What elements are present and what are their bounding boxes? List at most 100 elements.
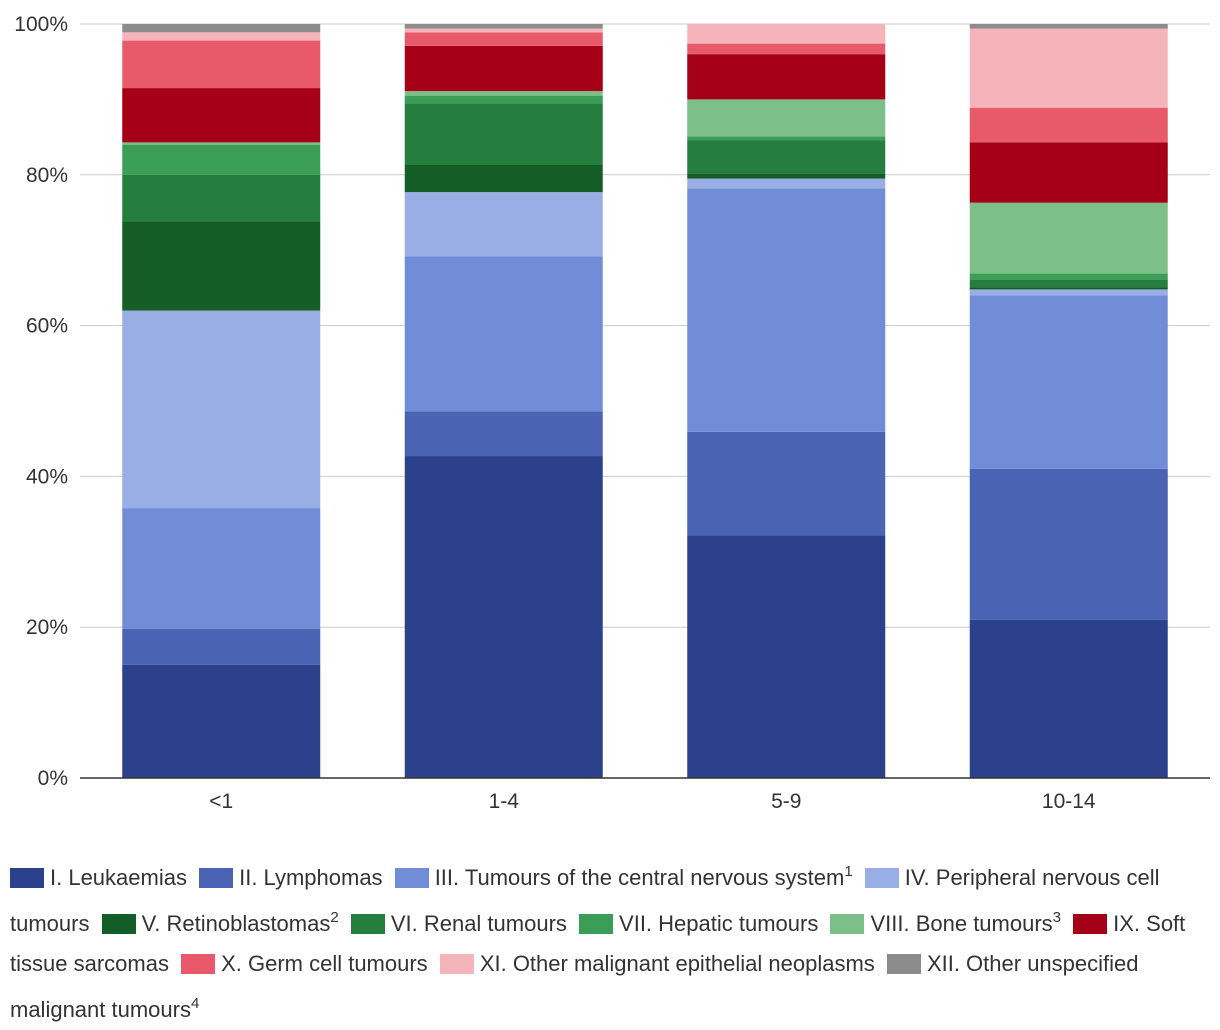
x-tick-label: 5-9 [771, 790, 801, 813]
bar-stack [122, 24, 321, 778]
legend-swatch [830, 914, 865, 934]
bar-segment [687, 535, 886, 778]
legend-swatch [1073, 914, 1108, 934]
y-axis-ticks: 0% 20% 40% 60% 80% 100% [14, 13, 68, 790]
legend-footnote-marker: 1 [844, 863, 853, 880]
legend-swatch [181, 954, 216, 974]
bar-segment [122, 40, 321, 89]
bar-segment [122, 310, 321, 509]
bar-segment [969, 295, 1168, 469]
bar-segment [404, 45, 603, 92]
legend-swatch [864, 868, 899, 888]
bar-segment [969, 619, 1168, 778]
legend-item: I. Leukaemias [10, 865, 187, 890]
bar-segment [969, 279, 1168, 288]
legend-item: III. Tumours of the central nervous syst… [394, 863, 853, 890]
bar-segment [404, 192, 603, 257]
bar-segment [404, 95, 603, 104]
legend-label: X. Germ cell tumours [221, 951, 428, 976]
legend-item: X. Germ cell tumours [181, 951, 428, 976]
bar-stack [687, 24, 886, 778]
legend-label: IX. Soft tissue sarcomas [10, 911, 1186, 976]
bar-segment [122, 142, 321, 145]
legend-swatch [439, 954, 474, 974]
bar-segment [122, 88, 321, 143]
legend-swatch [394, 868, 429, 888]
bar-segment [122, 664, 321, 778]
legend-swatch [886, 954, 921, 974]
x-tick-label: <1 [209, 790, 233, 813]
bar-segment [687, 140, 886, 174]
bar-segment [122, 174, 321, 222]
legend-label: VII. Hepatic tumours [619, 911, 819, 936]
legend-label: XII. Other unspecified malignant tumours [10, 951, 1139, 1022]
x-axis-ticks: <1 1-4 5-9 10-14 [209, 790, 1096, 813]
bar-segment [969, 142, 1168, 203]
bar-segment [122, 221, 321, 311]
bar-segment [969, 287, 1168, 290]
bar-segment [122, 628, 321, 665]
legend-swatch [579, 914, 614, 934]
bar-segment [404, 103, 603, 165]
bar-segment [687, 173, 886, 179]
legend-label: V. Retinoblastomas [141, 911, 331, 936]
legend-label: II. Lymphomas [239, 865, 383, 890]
legend-label: IV. Peripheral nervous cell tumours [10, 865, 1160, 936]
bar-segment [687, 188, 886, 432]
legend-swatch [10, 868, 44, 888]
bar-segment [687, 178, 886, 189]
y-tick-label: 40% [26, 465, 68, 488]
legend-swatch [350, 914, 385, 934]
legend-footnote-marker: 4 [190, 995, 200, 1012]
y-tick-label: 80% [26, 164, 68, 187]
bar-segment [122, 32, 321, 41]
bar-segment [687, 136, 886, 141]
legend-label: XI. Other malignant epithelial neoplasms [479, 951, 875, 976]
bar-segment [969, 273, 1168, 280]
y-tick-label: 60% [26, 315, 68, 338]
legend-footnote-marker: 3 [1052, 909, 1062, 926]
bar-stack [404, 24, 603, 778]
bars [122, 24, 1168, 778]
legend-item: VII. Hepatic tumours [579, 911, 818, 936]
bar-segment [687, 431, 886, 536]
legend-item: VI. Renal tumours [350, 911, 567, 936]
legend-label: VIII. Bone tumours [870, 911, 1053, 936]
bar-segment [687, 24, 886, 44]
legend-swatch [101, 914, 136, 934]
legend-item: VIII. Bone tumours3 [830, 909, 1062, 936]
bar-segment [687, 54, 886, 100]
legend-swatch [199, 868, 234, 888]
legend-label: I. Leukaemias [50, 865, 187, 890]
bar-segment [969, 289, 1168, 296]
legend-label: VI. Renal tumours [390, 911, 567, 936]
bar-segment [687, 99, 886, 137]
bar-segment [404, 91, 603, 96]
bar-segment [404, 456, 603, 778]
bar-segment [687, 43, 886, 55]
legend-item: IX. Soft tissue sarcomas [10, 911, 1185, 976]
bar-segment [969, 202, 1168, 274]
bar-segment [122, 508, 321, 629]
legend-item: V. Retinoblastomas2 [101, 909, 339, 936]
bar-segment [969, 28, 1168, 108]
bar-segment [969, 107, 1168, 143]
legend: I. Leukaemias II. Lymphomas III. Tumours… [10, 852, 1215, 1030]
x-tick-label: 10-14 [1042, 790, 1096, 813]
bar-segment [122, 144, 321, 175]
bar-segment [404, 28, 603, 33]
bar-segment [969, 24, 1168, 29]
legend-footnote-marker: 2 [330, 909, 339, 926]
bar-stack [969, 24, 1168, 778]
legend-item: XII. Other unspecified malignant tumours… [10, 951, 1139, 1022]
y-tick-label: 0% [38, 767, 68, 790]
x-tick-label: 1-4 [489, 790, 520, 813]
legend-item: IV. Peripheral nervous cell tumours [10, 865, 1160, 936]
legend-label: III. Tumours of the central nervous syst… [434, 865, 845, 890]
bar-segment [404, 24, 603, 29]
bar-segment [404, 32, 603, 46]
stacked-bar-chart: 0% 20% 40% 60% 80% 100% <1 1-4 5-9 10-14 [14, 13, 1210, 813]
bar-segment [122, 24, 321, 33]
bar-segment [969, 468, 1168, 620]
y-tick-label: 100% [14, 13, 68, 36]
